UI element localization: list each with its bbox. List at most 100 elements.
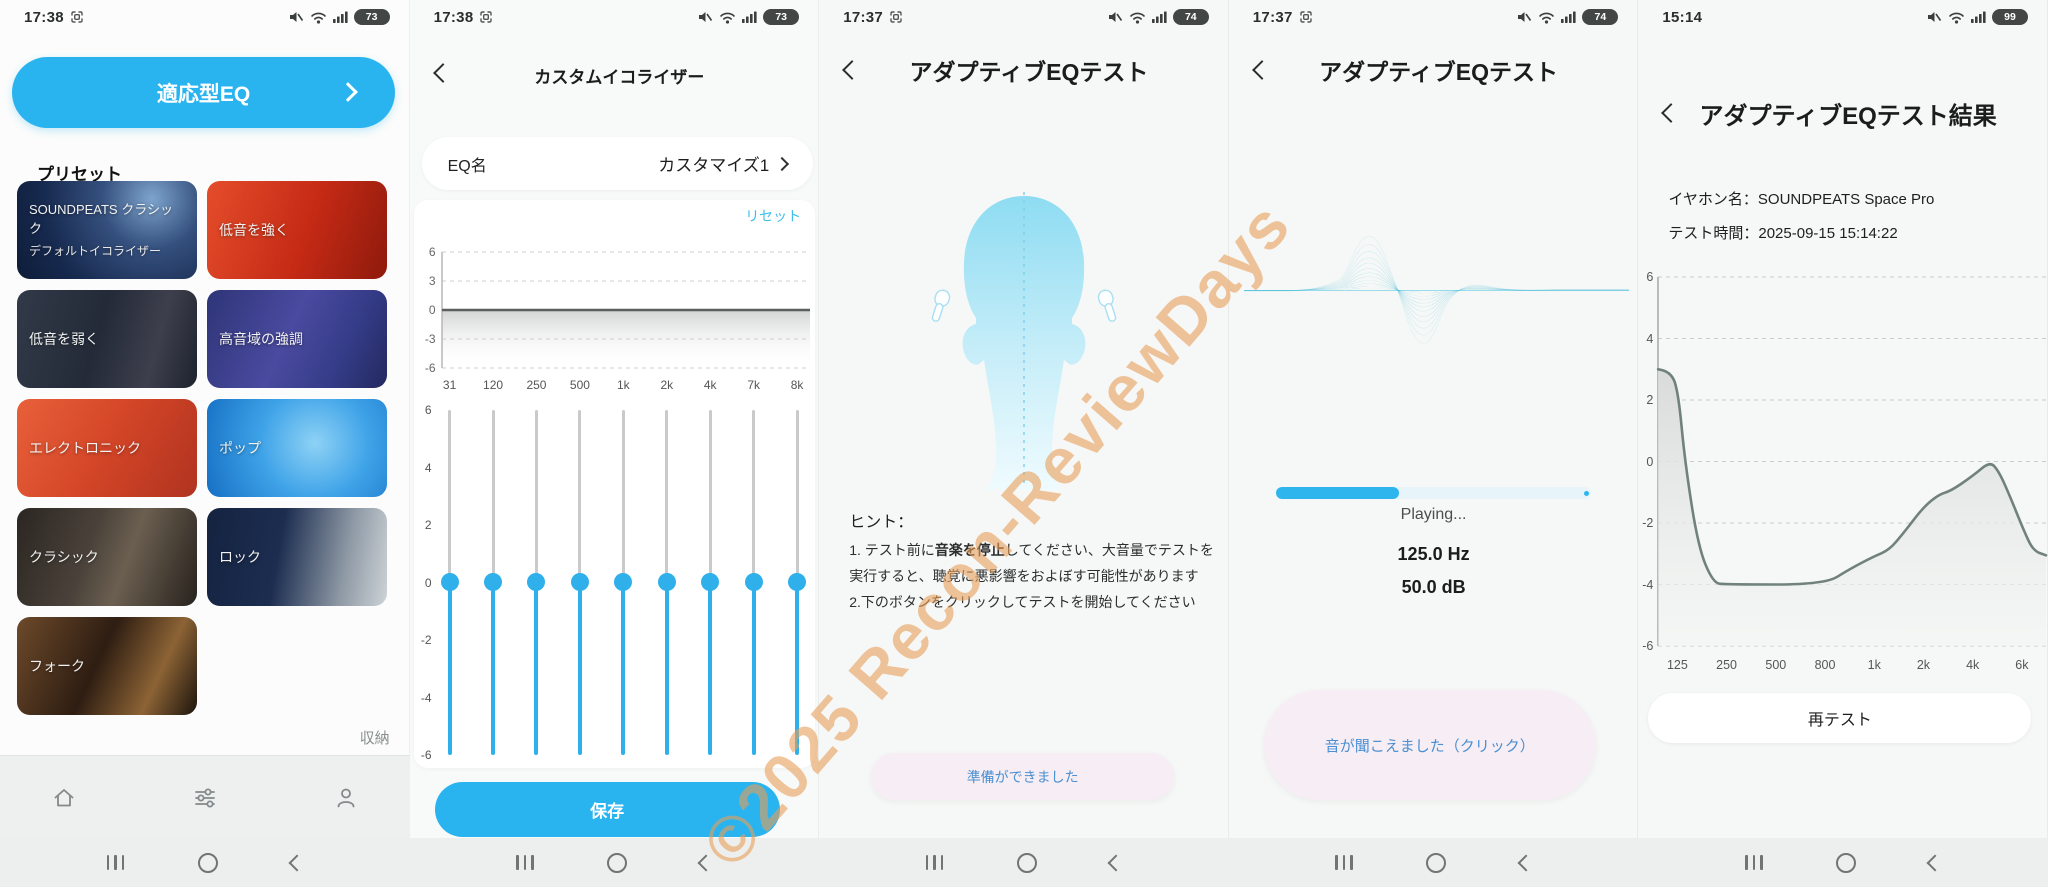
mute-icon [289, 12, 303, 22]
sound-heard-button[interactable]: 音が聞こえました（クリック） [1263, 690, 1596, 800]
waveform-graphic [1243, 235, 1629, 344]
adaptive-eq-button[interactable]: 適応型EQ [12, 57, 395, 128]
collapse-link[interactable]: 収納 [359, 730, 390, 747]
x-tick-label: 800 [1814, 658, 1836, 672]
tile-label: クラシック [29, 548, 99, 565]
chevron-right-icon [338, 82, 358, 102]
y-tick-label: 4 [424, 460, 432, 475]
preset-tile-rock[interactable]: ロック [207, 508, 387, 606]
preset-tile-classic[interactable]: クラシック [17, 508, 197, 606]
eq-name-value: カスタマイズ1 [658, 156, 770, 175]
recents-icon[interactable] [1335, 855, 1353, 870]
reset-link[interactable]: リセット [745, 208, 802, 224]
home-nav-icon[interactable] [607, 852, 628, 873]
recents-icon[interactable] [925, 855, 944, 870]
slider-knob[interactable] [701, 573, 720, 591]
recents-icon[interactable] [1745, 855, 1763, 870]
android-nav-bar [0, 838, 410, 887]
band-slider-1k[interactable] [608, 410, 638, 755]
slider-knob[interactable] [657, 573, 676, 591]
band-slider-8k[interactable] [782, 410, 812, 755]
y-tick-label: 6 [428, 245, 436, 259]
home-nav-icon[interactable] [1835, 852, 1856, 873]
progress-fill [1275, 487, 1399, 499]
screen-adaptive-test-playing: 17:37 74 アダプティブEQテスト [1228, 0, 1639, 887]
hint-line2: 2.下のボタンをクリックしてテストを開始してください [849, 593, 1196, 610]
y-tick-label: 4 [1646, 331, 1654, 346]
band-slider-31[interactable] [435, 410, 465, 755]
y-tick-label: -6 [424, 361, 436, 375]
preset-tile-pop[interactable]: ポップ [207, 399, 387, 497]
band-slider-120[interactable] [478, 410, 508, 755]
mute-icon [1108, 12, 1122, 22]
y-tick-label: -2 [420, 633, 432, 647]
clock: 17:38 [24, 8, 64, 26]
preset-tile-treble-boost[interactable]: 高音域の強調 [207, 290, 387, 388]
preset-grid: SOUNDPEATS クラシック デフォルトイコライザー 低音を強く 低音を弱く… [17, 181, 387, 715]
preset-tile-bass-boost[interactable]: 低音を強く [207, 181, 387, 279]
battery-badge: 74 [1172, 9, 1209, 25]
y-tick-label: -4 [420, 690, 432, 705]
band-slider-7k[interactable] [739, 410, 769, 755]
battery-badge: 73 [763, 9, 800, 25]
x-tick-label: 500 [1765, 658, 1787, 672]
home-tab-icon[interactable] [50, 784, 78, 812]
screen-presets: 17:38 73 適応型EQ プリセット SOUNDPEATS クラシック デフ… [0, 0, 410, 887]
status-bar: 17:37 74 [1253, 6, 1619, 28]
back-nav-icon[interactable] [1517, 854, 1535, 871]
slider-knob[interactable] [614, 573, 633, 591]
tile-sublabel: デフォルトイコライザー [29, 244, 162, 259]
slider-knob[interactable] [484, 573, 503, 591]
home-nav-icon[interactable] [1016, 852, 1037, 873]
x-tick-label: 2k [660, 378, 674, 392]
back-nav-icon[interactable] [288, 854, 306, 871]
slider-knob[interactable] [527, 573, 546, 591]
x-tick-label: 250 [526, 378, 547, 392]
mute-icon [1927, 12, 1942, 22]
band-slider-2k[interactable] [652, 410, 682, 755]
slider-knob[interactable] [440, 573, 459, 591]
retest-button[interactable]: 再テスト [1648, 693, 2032, 743]
band-slider-500[interactable] [565, 410, 595, 755]
screencast-icon [890, 11, 902, 23]
screen-adaptive-test-intro: 17:37 74 アダプティブEQテスト [819, 0, 1229, 887]
screencast-icon [71, 11, 83, 23]
signal-icon [1561, 11, 1576, 23]
back-nav-icon[interactable] [1107, 854, 1125, 871]
profile-tab-icon[interactable] [332, 784, 360, 812]
band-slider-4k[interactable] [695, 410, 725, 755]
back-nav-icon[interactable] [697, 854, 715, 871]
preset-tile-bass-reduce[interactable]: 低音を弱く [17, 290, 197, 388]
back-nav-icon[interactable] [1926, 854, 1944, 871]
ready-button[interactable]: 準備ができました [871, 753, 1175, 800]
home-nav-icon[interactable] [1426, 852, 1447, 873]
save-button[interactable]: 保存 [434, 782, 780, 837]
eq-chart-x-axis: 31 120 250 500 1k 2k 4k 7k 8k [435, 378, 813, 392]
slider-knob[interactable] [570, 573, 589, 591]
preset-tile-electronic[interactable]: エレクトロニック [17, 399, 197, 497]
wifi-icon [1949, 12, 1964, 24]
adaptive-eq-label: 適応型EQ [156, 82, 251, 106]
recents-icon[interactable] [516, 855, 534, 870]
band-slider-250[interactable] [521, 410, 551, 755]
preset-tile-soundpeats-classic[interactable]: SOUNDPEATS クラシック デフォルトイコライザー [17, 181, 197, 279]
result-y-axis: 6 4 2 0 -2 -4 -6 [1638, 269, 1653, 654]
preset-tile-folk[interactable]: フォーク [17, 617, 197, 715]
battery-badge: 74 [1582, 9, 1619, 25]
head-illustration [931, 192, 1117, 490]
x-tick-label: 4k [1966, 658, 1980, 672]
y-tick-label: -4 [1642, 577, 1654, 592]
page-title: アダプティブEQテスト [1319, 59, 1558, 85]
screen-custom-eq: 17:38 73 カスタムイコライザー EQ名 カスタマイズ1 リセット [409, 0, 820, 887]
slider-knob[interactable] [788, 573, 807, 591]
x-tick-label: 500 [569, 378, 590, 392]
clock: 15:14 [1662, 8, 1703, 26]
recents-icon[interactable] [106, 855, 125, 870]
home-nav-icon[interactable] [197, 852, 218, 873]
left-earbud-icon [931, 289, 951, 322]
test-frequency: 125.0 Hz [1397, 544, 1470, 564]
eq-name-row[interactable]: EQ名 カスタマイズ1 [421, 137, 814, 190]
equalizer-tab-icon[interactable] [191, 784, 219, 812]
slider-knob[interactable] [744, 573, 763, 591]
presets-heading: プリセット [37, 165, 122, 185]
